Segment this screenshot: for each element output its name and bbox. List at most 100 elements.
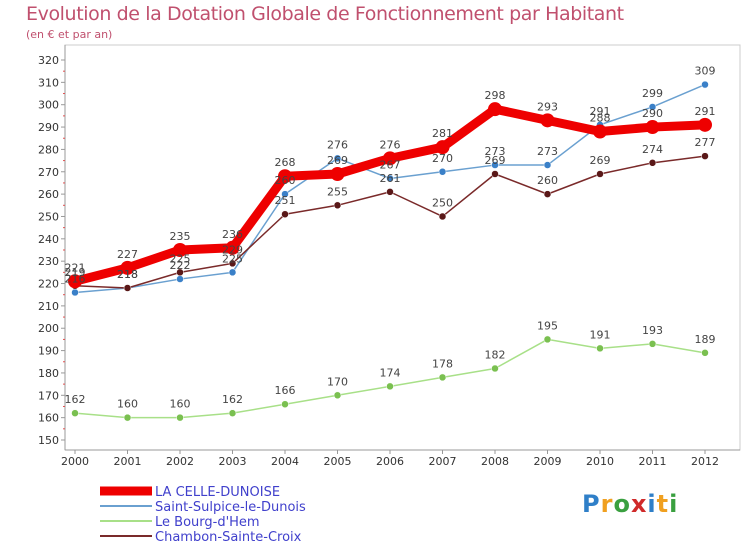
data-point: [123, 284, 132, 292]
x-tick-label: 2000: [61, 455, 89, 468]
x-tick-label: 2003: [219, 455, 247, 468]
data-label: 277: [695, 136, 716, 149]
data-label: 227: [117, 248, 138, 261]
proxiti-logo: Proxiti: [582, 490, 678, 518]
x-tick-label: 2008: [481, 455, 509, 468]
data-label: 162: [65, 393, 86, 406]
y-tick-label: 260: [38, 188, 59, 201]
data-label: 166: [275, 384, 296, 397]
data-label: 251: [275, 194, 296, 207]
data-label: 182: [485, 348, 506, 361]
y-tick-label: 230: [38, 255, 59, 268]
y-tick-label: 250: [38, 210, 59, 223]
data-point: [386, 382, 394, 391]
data-point: [491, 364, 499, 373]
data-label: 221: [65, 261, 86, 274]
y-tick-label: 310: [38, 76, 59, 89]
data-point: [176, 268, 184, 277]
legend-label: Chambon-Sainte-Croix: [155, 530, 302, 545]
data-point: [438, 373, 447, 382]
data-label: 309: [695, 65, 716, 78]
data-label: 236: [222, 228, 243, 241]
data-label: 273: [485, 145, 506, 158]
data-point: [386, 174, 394, 183]
data-label: 260: [275, 174, 296, 187]
data-label: 281: [432, 127, 453, 140]
y-tick-label: 240: [38, 233, 59, 246]
x-tick-label: 2010: [586, 455, 614, 468]
data-label: 261: [380, 172, 401, 185]
data-label: 255: [327, 185, 348, 198]
data-point: [701, 152, 709, 160]
data-label: 299: [642, 87, 663, 100]
data-label: 291: [590, 105, 611, 118]
x-tick-label: 2009: [534, 455, 562, 468]
y-tick-label: 300: [38, 99, 59, 112]
data-label: 225: [222, 252, 243, 265]
data-point: [333, 201, 342, 210]
y-tick-label: 290: [38, 121, 59, 134]
data-point: [386, 188, 394, 196]
data-point: [648, 340, 657, 348]
data-label: 193: [642, 324, 663, 337]
data-label: 273: [537, 145, 558, 158]
data-label: 291: [695, 105, 716, 118]
data-label: 191: [590, 328, 611, 341]
data-point: [596, 344, 604, 353]
data-point: [540, 113, 555, 128]
y-tick-label: 270: [38, 166, 59, 179]
data-label: 269: [590, 154, 611, 167]
data-point: [383, 151, 397, 166]
y-tick-label: 150: [38, 434, 59, 447]
data-point: [648, 103, 657, 111]
legend-label: Le Bourg-d'Hem: [155, 515, 260, 530]
y-tick-label: 280: [38, 143, 59, 156]
chart-subtitle: (en € et par an): [26, 28, 113, 41]
data-point: [701, 80, 709, 89]
data-point: [543, 190, 552, 198]
data-label: 189: [695, 333, 716, 346]
data-point: [330, 167, 345, 181]
logo-letter: t: [656, 490, 670, 518]
y-tick-label: 220: [38, 278, 59, 291]
y-tick-label: 160: [38, 412, 59, 425]
data-label: 270: [432, 152, 453, 165]
data-point: [228, 259, 237, 268]
data-label: 274: [642, 143, 663, 156]
data-point: [596, 170, 604, 178]
data-label: 216: [65, 272, 86, 285]
data-point: [645, 120, 660, 135]
data-label: 235: [170, 230, 191, 243]
data-point: [488, 102, 502, 117]
chart-title: Evolution de la Dotation Globale de Fonc…: [26, 3, 624, 25]
data-label: 290: [642, 107, 663, 120]
data-point: [438, 212, 447, 221]
data-label: 218: [117, 268, 138, 281]
data-point: [68, 274, 82, 289]
logo-letter: P: [582, 490, 601, 518]
data-point: [120, 260, 135, 275]
y-tick-label: 180: [38, 367, 59, 380]
logo-letter: r: [600, 490, 614, 518]
legend-label: Saint-Sulpice-le-Dunois: [155, 500, 306, 515]
data-point: [543, 161, 552, 169]
data-label: 276: [327, 138, 348, 151]
x-tick-label: 2012: [691, 455, 719, 468]
data-label: 160: [170, 398, 191, 411]
data-point: [228, 268, 237, 277]
logo-letter: x: [630, 490, 648, 518]
data-point: [173, 243, 187, 257]
x-tick-label: 2004: [271, 455, 299, 468]
data-label: 222: [170, 259, 191, 272]
data-point: [543, 335, 552, 344]
data-label: 260: [537, 174, 558, 187]
data-label: 269: [327, 154, 348, 167]
y-tick-label: 190: [38, 345, 59, 358]
x-tick-label: 2002: [166, 455, 194, 468]
x-tick-label: 2005: [324, 455, 352, 468]
data-point: [491, 161, 499, 169]
logo-letter: o: [613, 490, 631, 518]
data-point: [176, 275, 184, 283]
y-tick-label: 200: [38, 322, 59, 335]
